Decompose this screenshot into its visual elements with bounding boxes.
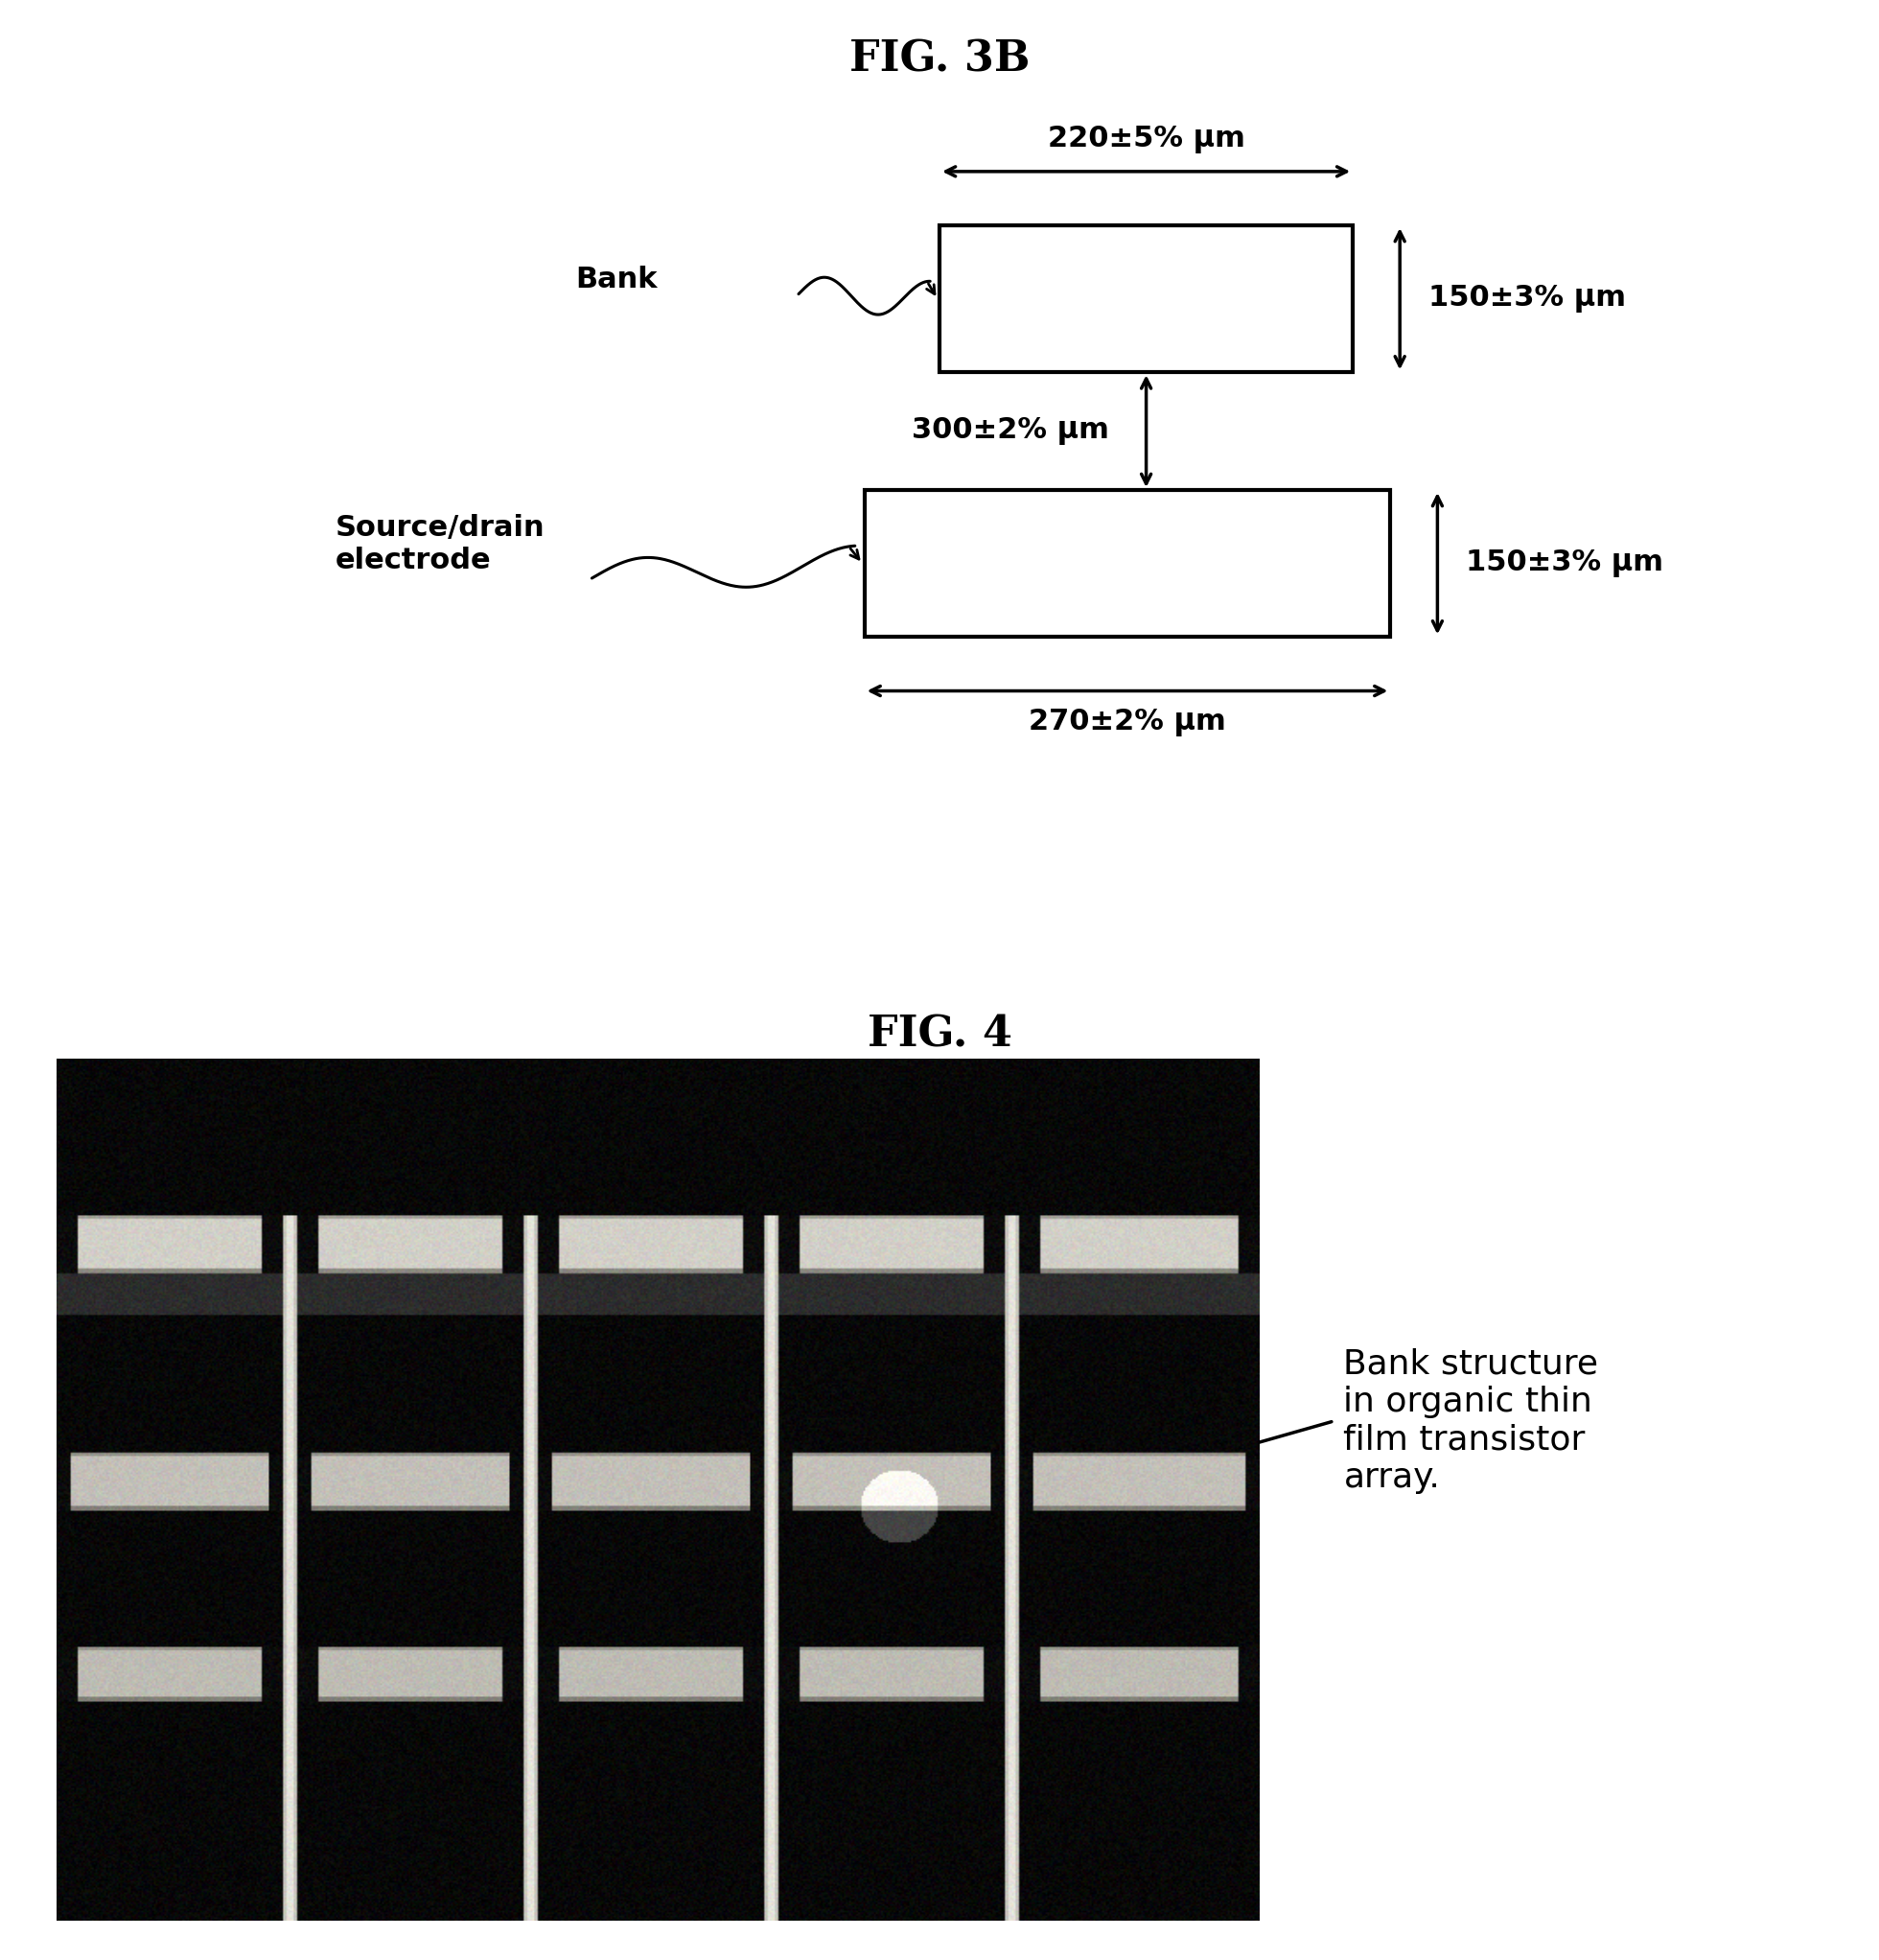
Text: FIG. 3B: FIG. 3B [849,39,1030,80]
Text: 150±3% μm: 150±3% μm [1428,284,1625,314]
Bar [864,490,1390,637]
Text: Source/drain
electrode: Source/drain electrode [334,514,545,574]
Bar [940,225,1353,372]
Text: FIG. 4: FIG. 4 [866,1013,1013,1056]
Text: 220±5% μm: 220±5% μm [1047,125,1246,153]
Text: 300±2% μm: 300±2% μm [911,417,1109,445]
Text: Bank: Bank [575,265,658,294]
Text: 270±2% μm: 270±2% μm [1030,710,1225,737]
Text: 150±3% μm: 150±3% μm [1466,549,1663,578]
Text: Bank structure
in organic thin
film transistor
array.: Bank structure in organic thin film tran… [1343,1348,1599,1494]
